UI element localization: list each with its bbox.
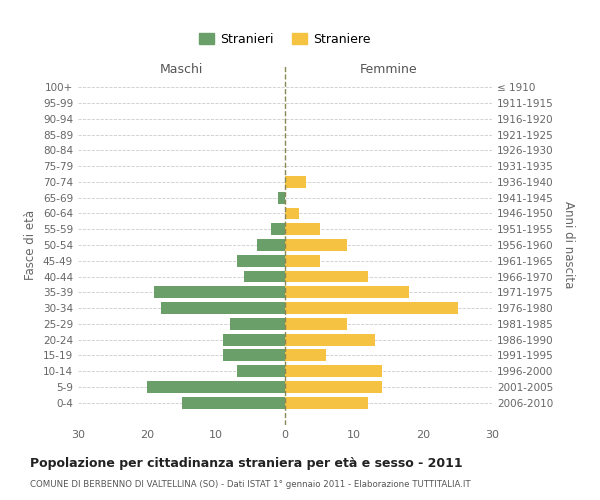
Bar [244, 270, 285, 282]
Text: COMUNE DI BERBENNO DI VALTELLINA (SO) - Dati ISTAT 1° gennaio 2011 - Elaborazion: COMUNE DI BERBENNO DI VALTELLINA (SO) - … [30, 480, 470, 489]
Bar [154, 286, 285, 298]
Bar [285, 334, 374, 345]
Bar [182, 397, 285, 408]
Bar [147, 381, 285, 393]
Bar [285, 286, 409, 298]
Bar [161, 302, 285, 314]
Y-axis label: Fasce di età: Fasce di età [25, 210, 37, 280]
Bar [271, 224, 285, 235]
Text: Maschi: Maschi [160, 63, 203, 76]
Bar [285, 381, 382, 393]
Bar [278, 192, 285, 203]
Bar [285, 239, 347, 251]
Bar [285, 255, 320, 266]
Bar [285, 366, 382, 377]
Bar [237, 255, 285, 266]
Bar [257, 239, 285, 251]
Bar [285, 350, 326, 362]
Bar [285, 208, 299, 220]
Y-axis label: Anni di nascita: Anni di nascita [562, 202, 575, 288]
Bar [237, 366, 285, 377]
Bar [285, 397, 368, 408]
Bar [223, 334, 285, 345]
Bar [230, 318, 285, 330]
Bar [285, 176, 306, 188]
Bar [285, 302, 458, 314]
Bar [285, 270, 368, 282]
Bar [223, 350, 285, 362]
Text: Popolazione per cittadinanza straniera per età e sesso - 2011: Popolazione per cittadinanza straniera p… [30, 458, 463, 470]
Bar [285, 224, 320, 235]
Text: Femmine: Femmine [359, 63, 418, 76]
Bar [285, 318, 347, 330]
Legend: Stranieri, Straniere: Stranieri, Straniere [194, 28, 376, 51]
